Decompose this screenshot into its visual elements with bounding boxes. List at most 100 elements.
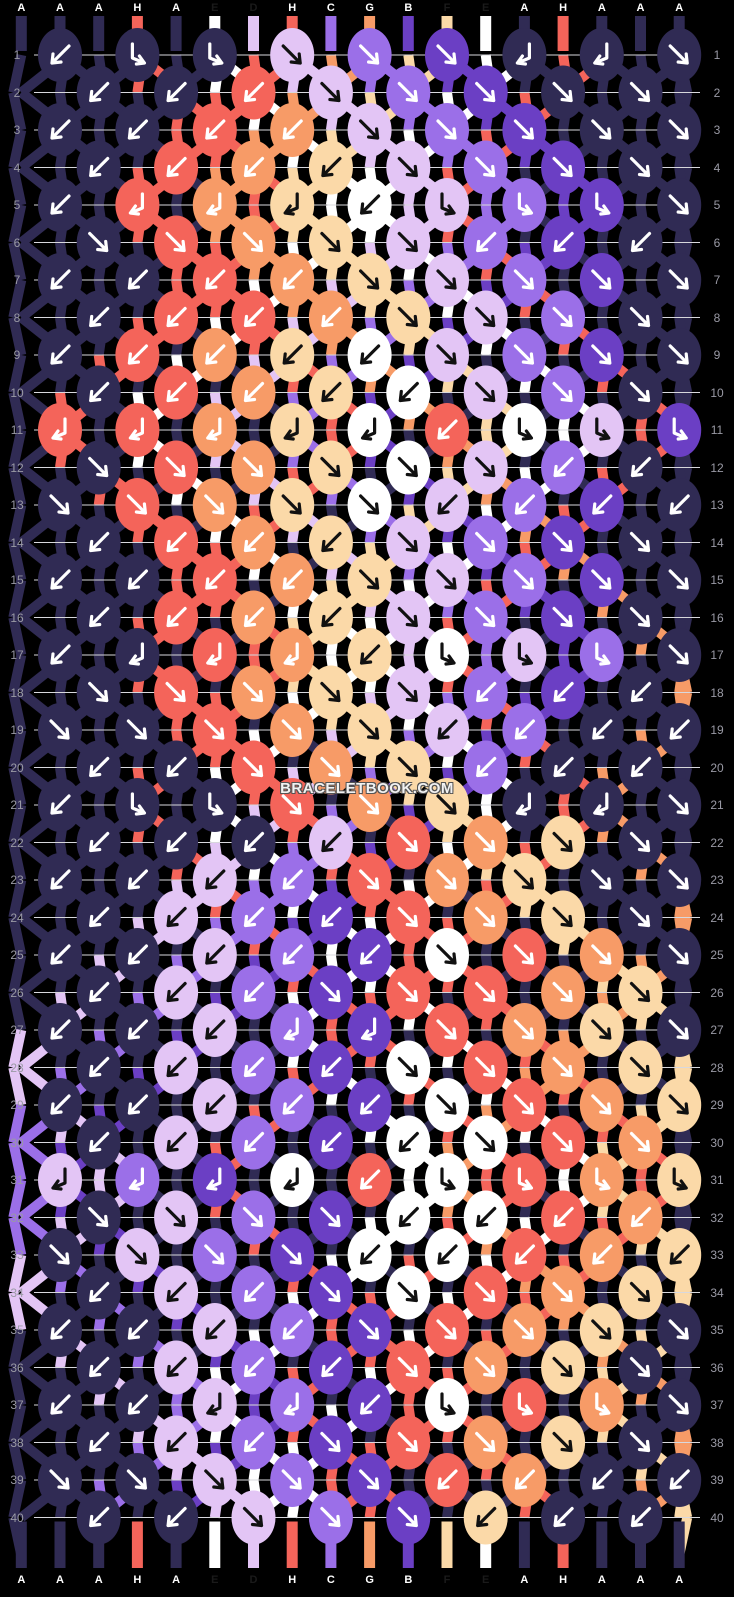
knot[interactable] [579, 178, 624, 232]
knot[interactable] [192, 1378, 237, 1432]
knot[interactable] [579, 628, 624, 682]
knot[interactable] [192, 28, 237, 82]
knot[interactable] [38, 403, 82, 457]
strand-label-bottom-1[interactable]: A [17, 1574, 26, 1586]
knot[interactable] [115, 1153, 160, 1207]
knot[interactable] [115, 403, 160, 457]
strand-label-top-6[interactable]: E [211, 2, 219, 14]
edge-string-left [8, 316, 27, 357]
knot[interactable] [347, 403, 392, 457]
strand-label-top-10[interactable]: G [365, 2, 374, 14]
strand-label-bottom-8[interactable]: H [288, 1574, 297, 1586]
knot-arrow-fr-icon [668, 44, 689, 65]
strand-label-bottom-5[interactable]: A [172, 1574, 181, 1586]
knot[interactable] [347, 1003, 392, 1057]
strand-label-bottom-7[interactable]: D [249, 1574, 258, 1586]
strand-label-bottom-10[interactable]: G [365, 1574, 374, 1586]
knot[interactable] [115, 28, 160, 82]
knot[interactable] [502, 778, 547, 832]
knot[interactable] [502, 628, 547, 682]
row-number-right: 2 [713, 85, 721, 100]
knot[interactable] [192, 628, 237, 682]
strand-label-top-5[interactable]: A [172, 2, 181, 14]
knot-arrow-bl-icon [321, 831, 342, 853]
knot-arrow-bl-icon [50, 44, 71, 65]
strand-label-top-4[interactable]: H [133, 2, 142, 14]
knot[interactable] [270, 1153, 315, 1207]
knot[interactable] [115, 778, 160, 832]
knot-arrow-bl-icon [50, 269, 71, 290]
knot[interactable] [115, 628, 160, 682]
knot-arrow-fr-icon [397, 1431, 418, 1453]
knot[interactable] [579, 1378, 624, 1432]
edge-string-left [8, 1478, 27, 1519]
knot-arrow-bl-icon [205, 344, 226, 365]
strand-label-top-17[interactable]: A [636, 2, 645, 14]
strand-label-bottom-4[interactable]: H [133, 1574, 142, 1586]
knot[interactable] [579, 1153, 624, 1207]
strand-label-top-15[interactable]: H [559, 2, 568, 14]
strand-label-bottom-6[interactable]: E [211, 1574, 219, 1586]
strand-label-top-16[interactable]: A [597, 2, 606, 14]
strand-label-top-13[interactable]: E [482, 2, 490, 14]
knot[interactable] [657, 403, 702, 457]
knot[interactable] [270, 403, 315, 457]
strand-label-bottom-11[interactable]: B [404, 1574, 413, 1586]
knot[interactable] [502, 1378, 547, 1432]
knot[interactable] [192, 178, 237, 232]
edge-string-left [8, 1178, 27, 1219]
strand-label-bottom-2[interactable]: A [56, 1574, 64, 1586]
strand-label-bottom-17[interactable]: A [636, 1574, 645, 1586]
strand-label-top-1[interactable]: A [17, 2, 26, 14]
knot[interactable] [270, 178, 315, 232]
knot-arrow-fr-icon [126, 1244, 147, 1265]
row-number-left: 4 [13, 160, 21, 175]
strand-label-top-3[interactable]: A [94, 2, 103, 14]
strand-label-top-7[interactable]: D [249, 2, 258, 14]
knot-arrow-bf-icon [208, 792, 224, 816]
knot[interactable] [115, 178, 160, 232]
strand-label-bottom-13[interactable]: E [482, 1574, 490, 1586]
strand-label-top-12[interactable]: F [443, 2, 451, 14]
strand-label-top-9[interactable]: C [326, 2, 335, 14]
strand-label-bottom-18[interactable]: A [675, 1574, 684, 1586]
strand-label-bottom-9[interactable]: C [326, 1574, 335, 1586]
knot[interactable] [270, 1378, 315, 1432]
knot[interactable] [425, 628, 469, 682]
knot-arrow-bl-icon [127, 1394, 148, 1415]
knot[interactable] [270, 628, 315, 682]
knot[interactable] [502, 178, 547, 232]
knot[interactable] [425, 1153, 469, 1207]
knot[interactable] [502, 403, 547, 457]
knot[interactable] [425, 1378, 469, 1432]
knot[interactable] [192, 403, 237, 457]
knot[interactable] [502, 1153, 547, 1207]
knot-arrow-fb-icon [361, 417, 377, 441]
knot[interactable] [270, 1003, 315, 1057]
knot-arrow-fr-icon [591, 944, 612, 965]
knot[interactable] [425, 178, 469, 232]
strand-label-bottom-16[interactable]: A [597, 1574, 606, 1586]
strand-label-top-8[interactable]: H [288, 2, 297, 14]
knot[interactable] [579, 778, 624, 832]
knot[interactable] [38, 1153, 82, 1207]
knot[interactable] [579, 403, 624, 457]
strand-label-top-14[interactable]: A [520, 2, 529, 14]
knot[interactable] [657, 1153, 702, 1207]
strand-label-top-18[interactable]: A [675, 2, 684, 14]
row-number-right: 29 [710, 1098, 724, 1112]
knot[interactable] [502, 28, 547, 82]
knot[interactable] [192, 1153, 237, 1207]
strand-label-top-11[interactable]: B [404, 2, 413, 14]
strand-label-top-2[interactable]: A [56, 2, 64, 14]
strand-label-bottom-14[interactable]: A [520, 1574, 529, 1586]
knot[interactable] [579, 28, 624, 82]
strand-label-bottom-12[interactable]: F [443, 1574, 451, 1586]
row-number-right: 20 [710, 760, 724, 775]
knot-arrow-fr-icon [436, 1019, 457, 1040]
row-number-left: 12 [10, 460, 24, 475]
row-number-right: 23 [710, 873, 724, 887]
strand-label-bottom-15[interactable]: H [559, 1574, 568, 1586]
strand-label-bottom-3[interactable]: A [94, 1574, 103, 1586]
knot[interactable] [192, 778, 237, 832]
